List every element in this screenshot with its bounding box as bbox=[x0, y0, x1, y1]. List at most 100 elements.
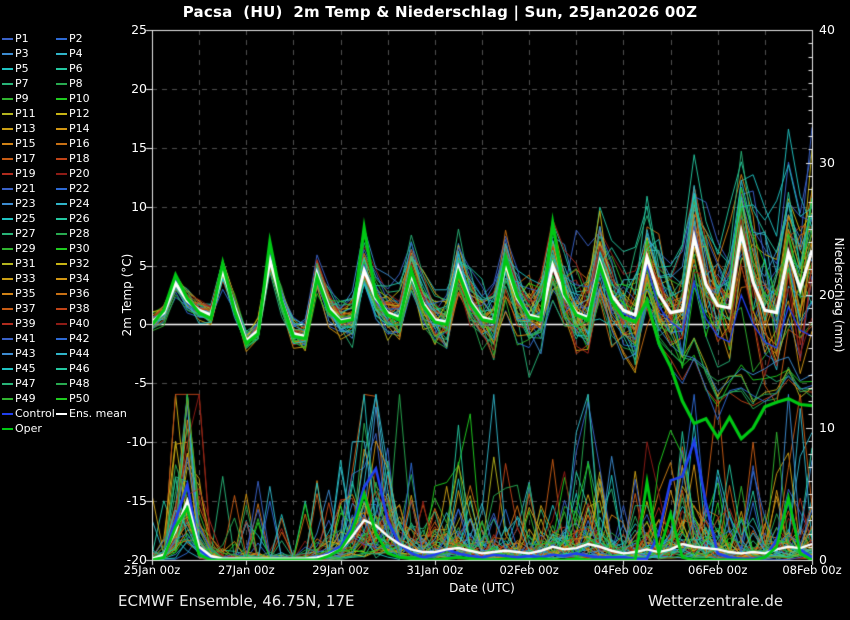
legend-line-swatch bbox=[2, 322, 13, 325]
legend-label: P24 bbox=[69, 197, 90, 210]
date-tick-label: 04Feb 00z bbox=[593, 563, 654, 577]
legend-item-p1: P1 bbox=[2, 32, 56, 45]
legend-line-swatch bbox=[56, 367, 67, 370]
legend-item-p4: P4 bbox=[56, 47, 138, 60]
legend-item-p49: P49 bbox=[2, 392, 56, 405]
legend-line-swatch bbox=[56, 82, 67, 85]
legend-item-ens-mean: Ens. mean bbox=[56, 407, 138, 420]
legend-label: P30 bbox=[69, 242, 90, 255]
date-tick-label: 06Feb 00z bbox=[688, 563, 748, 577]
legend-item-p6: P6 bbox=[56, 62, 138, 75]
legend-item-p26: P26 bbox=[56, 212, 138, 225]
precip-tick-label: 20 bbox=[819, 287, 835, 302]
temp-tick-label: 25 bbox=[131, 22, 147, 37]
date-tick-label: 25Jan 00z bbox=[123, 563, 181, 577]
temp-tick-label: 10 bbox=[131, 198, 147, 214]
attribution-text: ECMWF Ensemble, 46.75N, 17E bbox=[118, 592, 355, 610]
legend-item-p38: P38 bbox=[56, 302, 138, 315]
date-tick-label: 29Jan 00z bbox=[312, 563, 369, 577]
date-tick-label: 08Feb 00z bbox=[782, 563, 842, 577]
chart-title: Pacsa (HU) 2m Temp & Niederschlag | Sun,… bbox=[182, 3, 698, 21]
legend-label: P9 bbox=[15, 92, 29, 105]
legend-label: P40 bbox=[69, 317, 90, 330]
legend-label: Control bbox=[15, 407, 55, 420]
legend-line-swatch bbox=[2, 142, 13, 145]
legend-label: P28 bbox=[69, 227, 90, 240]
legend-label: P38 bbox=[69, 302, 90, 315]
legend: P1 P2 P3 P4 P5 P6 P7 P8 P9 P10 P11 P12 P13 P14 P15 P16 P… bbox=[2, 31, 138, 436]
legend-label: P37 bbox=[15, 302, 36, 315]
legend-label: P16 bbox=[69, 137, 90, 150]
legend-line-swatch bbox=[2, 427, 13, 430]
legend-item-p3: P3 bbox=[2, 47, 56, 60]
legend-item-p5: P5 bbox=[2, 62, 56, 75]
legend-label: P49 bbox=[15, 392, 36, 405]
legend-line-swatch bbox=[56, 37, 67, 40]
legend-line-swatch bbox=[2, 412, 13, 415]
legend-item-p31: P31 bbox=[2, 257, 56, 270]
legend-line-swatch bbox=[56, 202, 67, 205]
legend-label: P26 bbox=[69, 212, 90, 225]
legend-item-p42: P42 bbox=[56, 332, 138, 345]
legend-item-p44: P44 bbox=[56, 347, 138, 360]
legend-label: P42 bbox=[69, 332, 90, 345]
legend-item-p35: P35 bbox=[2, 287, 56, 300]
legend-line-swatch bbox=[2, 232, 13, 235]
legend-item-p50: P50 bbox=[56, 392, 138, 405]
legend-item-p12: P12 bbox=[56, 107, 138, 120]
legend-label: Ens. mean bbox=[69, 407, 127, 420]
legend-line-swatch bbox=[2, 157, 13, 160]
temp-tick-label: 20 bbox=[131, 80, 147, 96]
legend-line-swatch bbox=[56, 262, 67, 265]
legend-item-p37: P37 bbox=[2, 302, 56, 315]
legend-item-oper: Oper bbox=[2, 422, 56, 435]
legend-label: P4 bbox=[69, 47, 83, 60]
legend-label: P23 bbox=[15, 197, 36, 210]
legend-line-swatch bbox=[56, 292, 67, 295]
legend-label: P39 bbox=[15, 317, 36, 330]
legend-item-control: Control bbox=[2, 407, 56, 420]
legend-line-swatch bbox=[56, 217, 67, 220]
legend-label: P13 bbox=[15, 122, 36, 135]
legend-item-p29: P29 bbox=[2, 242, 56, 255]
legend-label: P6 bbox=[69, 62, 83, 75]
legend-label: P1 bbox=[15, 32, 29, 45]
legend-item-p13: P13 bbox=[2, 122, 56, 135]
legend-line-swatch bbox=[56, 382, 67, 385]
legend-item-p32: P32 bbox=[56, 257, 138, 270]
legend-item-p11: P11 bbox=[2, 107, 56, 120]
legend-item-p9: P9 bbox=[2, 92, 56, 105]
legend-label: P29 bbox=[15, 242, 36, 255]
legend-line-swatch bbox=[56, 67, 67, 70]
legend-label: P25 bbox=[15, 212, 36, 225]
legend-label: P18 bbox=[69, 152, 90, 165]
legend-item-p39: P39 bbox=[2, 317, 56, 330]
legend-line-swatch bbox=[2, 247, 13, 250]
legend-item-p30: P30 bbox=[56, 242, 138, 255]
legend-label: Oper bbox=[15, 422, 42, 435]
legend-line-swatch bbox=[2, 352, 13, 355]
legend-label: P10 bbox=[69, 92, 90, 105]
precip-tick-label: 30 bbox=[819, 154, 835, 170]
legend-line-swatch bbox=[56, 397, 67, 400]
legend-item-p41: P41 bbox=[2, 332, 56, 345]
temp-tick-label: 0 bbox=[139, 316, 147, 332]
legend-line-swatch bbox=[56, 97, 67, 100]
legend-line-swatch bbox=[2, 292, 13, 295]
legend-label: P5 bbox=[15, 62, 29, 75]
legend-item-p16: P16 bbox=[56, 137, 138, 150]
legend-label: P17 bbox=[15, 152, 36, 165]
legend-label: P48 bbox=[69, 377, 90, 390]
date-tick-label: 02Feb 00z bbox=[499, 563, 559, 577]
temp-tick-label: -15 bbox=[126, 493, 147, 509]
legend-line-swatch bbox=[56, 232, 67, 235]
x-axis-label: Date (UTC) bbox=[449, 581, 515, 595]
temp-tick-label: -5 bbox=[134, 375, 147, 391]
legend-item-p15: P15 bbox=[2, 137, 56, 150]
legend-item-p21: P21 bbox=[2, 182, 56, 195]
legend-line-swatch bbox=[2, 97, 13, 100]
legend-label: P36 bbox=[69, 287, 90, 300]
legend-line-swatch bbox=[56, 157, 67, 160]
legend-line-swatch bbox=[2, 262, 13, 265]
